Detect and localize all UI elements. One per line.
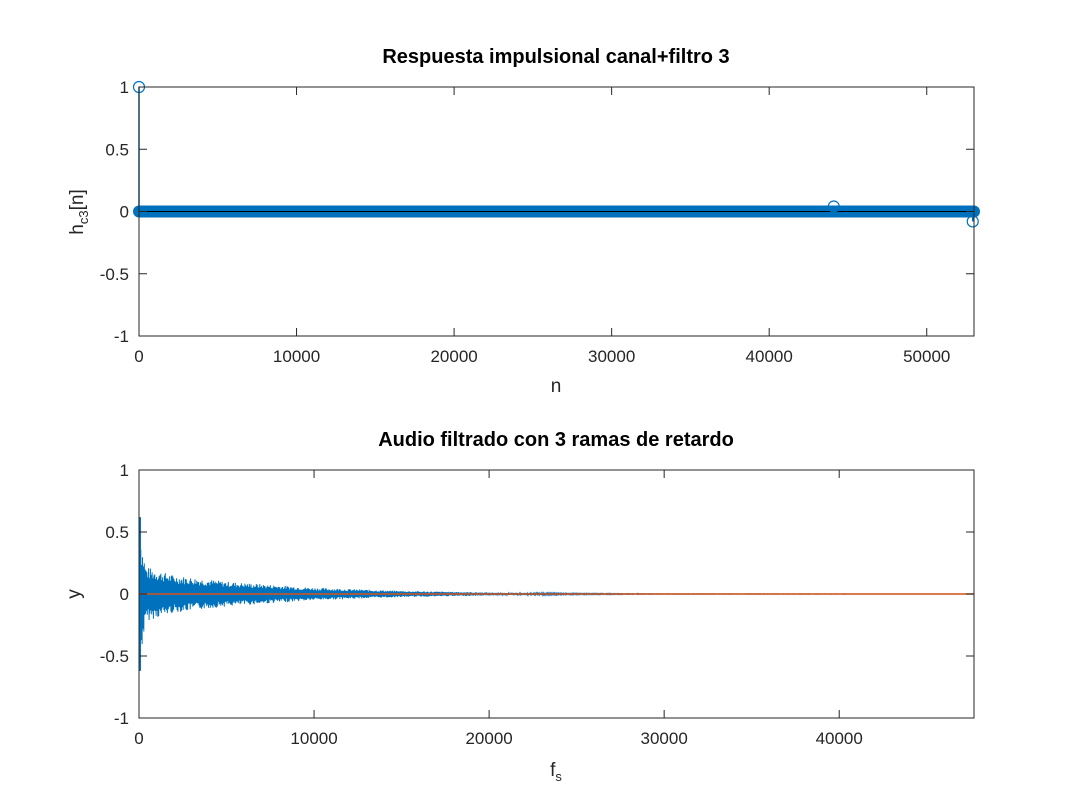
impulse-ytick-label: 1 (120, 78, 129, 97)
audio-xtick-label: 30000 (641, 729, 688, 748)
impulse-xtick-label: 40000 (746, 347, 793, 366)
audio-xtick-label: 0 (134, 729, 143, 748)
audio-ytick-label: -0.5 (100, 647, 129, 666)
impulse-xtick-label: 30000 (588, 347, 635, 366)
stem-marker (827, 200, 840, 213)
audio-ytick-label: 1 (120, 461, 129, 480)
x-axis-label-fs: fs (550, 760, 562, 784)
impulse-xtick-label: 50000 (903, 347, 950, 366)
impulse-ytick-label: -0.5 (100, 265, 129, 284)
impulse-ytick-label: 0 (120, 203, 129, 222)
audio-ytick-label: -1 (114, 709, 129, 728)
impulse-xtick-label: 20000 (430, 347, 477, 366)
impulse-ytick-label: -1 (114, 327, 129, 346)
filtered-audio-plot-area (138, 517, 975, 671)
audio-xtick-label: 20000 (465, 729, 512, 748)
filtered-audio-axes: Audio filtrado con 3 ramas de retardo 0 1… (64, 429, 975, 784)
audio-xtick-label: 40000 (816, 729, 863, 748)
x-axis-label-n: n (551, 376, 562, 397)
impulse-response-plot-area (132, 80, 980, 228)
impulse-response-axes: Respuesta impulsional canal+filtro 3 0 10… (67, 46, 980, 397)
impulse-response-ticks: 0 10000 20000 30000 40000 50000 -1 -0.5 0 0.5 1 (100, 78, 974, 366)
chart-title-impulse-response: Respuesta impulsional canal+filtro 3 (382, 46, 729, 68)
stem-marker (966, 215, 979, 228)
impulse-xtick-label: 10000 (273, 347, 320, 366)
y-axis-label-y: y (64, 589, 85, 599)
chart-title-filtered-audio: Audio filtrado con 3 ramas de retardo (378, 429, 734, 451)
y-axis-label-hc3: hc3[n] (67, 189, 91, 234)
audio-xtick-label: 10000 (290, 729, 337, 748)
filtered-audio-ticks: 0 10000 20000 30000 40000 -1 -0.5 0 0.5 1 (100, 461, 974, 748)
audio-ytick-label: 0.5 (105, 523, 129, 542)
audio-ytick-label: 0 (120, 585, 129, 604)
impulse-xtick-label: 0 (134, 347, 143, 366)
impulse-ytick-label: 0.5 (105, 140, 129, 159)
